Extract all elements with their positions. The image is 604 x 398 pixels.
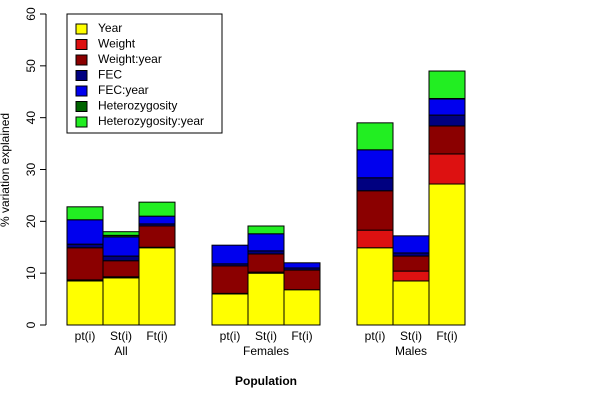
bar-segment [428,98,466,116]
legend-box [66,13,223,134]
bar-segment [66,247,104,281]
x-tick-label: St(i) [255,329,277,343]
bar-segment [428,183,466,326]
bar-segment [283,262,321,269]
legend-label: Heterozygosity:year [98,114,204,128]
legend-label: Year [98,21,122,35]
bar-segment [102,236,140,257]
bar-segment [211,265,249,294]
y-tick-label: 20 [24,214,38,228]
bar-segment [392,235,430,254]
group-label: All [114,344,127,358]
bar-segment [356,177,394,192]
bar-segment [138,247,176,326]
bar-segment [356,122,394,151]
bar-segment [392,280,430,326]
bar-segment [102,255,140,262]
legend-label: Weight [98,37,136,51]
legend-swatch [75,70,88,81]
group-label: Males [395,344,427,358]
legend-swatch [75,54,88,66]
bar-segment [283,269,321,291]
bar-segment [428,114,466,127]
bar-segment [211,293,249,326]
bar-segment [392,270,430,282]
group-label: Females [243,344,289,358]
bar-segment [283,289,321,326]
x-tick-label: pt(i) [75,329,96,343]
x-tick-label: Ft(i) [146,329,167,343]
bar-segment [356,149,394,179]
x-tick-label: St(i) [110,329,132,343]
y-axis-title: % variation explained [0,113,12,227]
bar-segment [428,153,466,185]
legend-label: Heterozygosity [98,99,177,113]
bar-segment [138,201,176,217]
bar-segment [247,233,285,252]
y-tick-label: 10 [24,266,38,280]
bar-segment [138,225,176,248]
x-tick-label: pt(i) [220,329,241,343]
legend-swatch [75,39,88,50]
y-tick-label: 60 [24,7,38,21]
bar-segment [356,229,394,249]
x-axis-title: Population [235,374,297,388]
bar-segment [102,277,140,326]
bar-segment [66,206,104,221]
bar-segment [428,125,466,155]
legend-swatch [75,85,88,97]
legend-label: FEC [98,68,122,82]
x-tick-label: Ft(i) [436,329,457,343]
bar-segment [102,260,140,278]
x-tick-label: Ft(i) [291,329,312,343]
y-tick-label: 0 [24,321,38,328]
bar-segment [356,247,394,326]
bar-segment [102,231,140,236]
y-tick-label: 30 [24,163,38,177]
x-tick-label: St(i) [400,329,422,343]
legend-label: Weight:year [98,52,162,66]
bar-segment [138,215,176,225]
bar-segment [247,272,285,326]
y-tick-label: 40 [24,111,38,125]
bar-segment [66,243,104,249]
legend-swatch [75,23,88,35]
bar-segment [66,219,104,245]
bar-segment [247,253,285,273]
legend-swatch [75,101,88,112]
x-tick-label: pt(i) [365,329,386,343]
bar-segment [66,280,104,326]
bar-segment [428,70,466,99]
bar-segment [356,190,394,231]
y-tick-label: 50 [24,59,38,73]
bar-segment [247,225,285,235]
legend-swatch [75,116,88,128]
legend-label: FEC:year [98,83,149,97]
bar-segment [211,244,249,265]
bar-segment [392,255,430,272]
